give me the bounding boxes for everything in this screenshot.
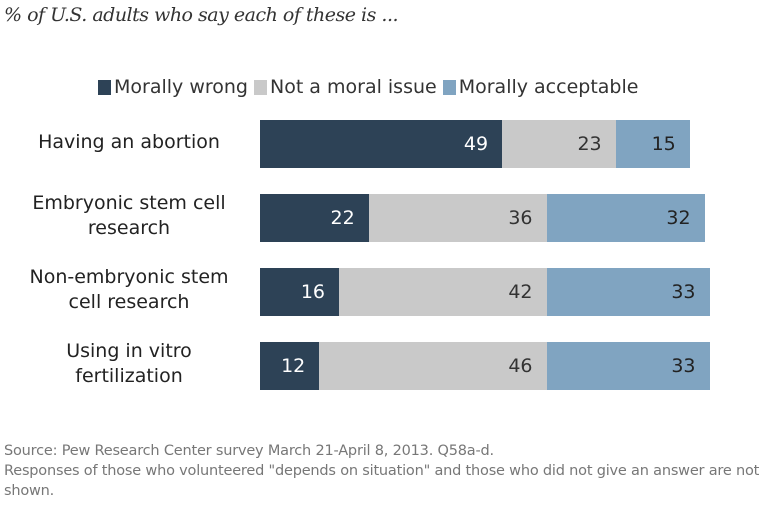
source-text: Source: Pew Research Center survey March… xyxy=(4,443,494,459)
data-label: 22 xyxy=(330,207,355,229)
category-label: Embryonic stem cell research xyxy=(32,192,226,239)
bar-segment: 15 xyxy=(615,120,690,168)
category-label: Having an abortion xyxy=(38,130,220,153)
legend-item: Morally acceptable xyxy=(442,76,639,98)
bar-segment: 49 xyxy=(260,120,503,168)
data-label: 33 xyxy=(671,281,696,303)
bar-segment: 46 xyxy=(319,342,547,390)
legend-label: Morally acceptable xyxy=(458,76,639,98)
data-label: 36 xyxy=(508,207,533,229)
source-note: Source: Pew Research Center survey March… xyxy=(4,441,764,501)
legend-item: Morally wrong xyxy=(98,76,248,98)
legend-item: Not a moral issue xyxy=(253,76,437,98)
data-label: 23 xyxy=(577,133,602,155)
category-label: Using in vitro fertilization xyxy=(66,340,192,387)
bar-segment: 33 xyxy=(546,342,710,390)
chart-subtitle: % of U.S. adults who say each of these i… xyxy=(4,4,399,26)
legend: Morally wrong Not a moral issue Morally ac… xyxy=(98,76,638,98)
bar-segment: 23 xyxy=(502,120,616,168)
data-label: 46 xyxy=(508,355,533,377)
data-label: 32 xyxy=(666,207,691,229)
legend-swatch xyxy=(442,79,456,95)
bar-segment: 22 xyxy=(260,194,369,242)
bar-segment: 16 xyxy=(260,268,340,316)
bar-segment: 33 xyxy=(546,268,710,316)
category-label: Non-embryonic stem cell research xyxy=(29,266,229,313)
bar-segment: 42 xyxy=(339,268,547,316)
data-label: 33 xyxy=(671,355,696,377)
legend-swatch xyxy=(253,79,267,95)
legend-label: Morally wrong xyxy=(114,76,248,98)
bar-segment: 12 xyxy=(260,342,320,390)
data-label: 15 xyxy=(651,133,676,155)
data-label: 12 xyxy=(281,355,306,377)
bar-segment: 36 xyxy=(368,194,547,242)
legend-label: Not a moral issue xyxy=(269,76,437,98)
footnote-text: Responses of those who volunteered "depe… xyxy=(4,463,760,499)
data-label: 42 xyxy=(508,281,533,303)
data-label: 49 xyxy=(463,133,489,155)
legend-swatch xyxy=(98,79,111,95)
bar-segment: 32 xyxy=(546,194,705,242)
data-label: 16 xyxy=(300,281,326,303)
